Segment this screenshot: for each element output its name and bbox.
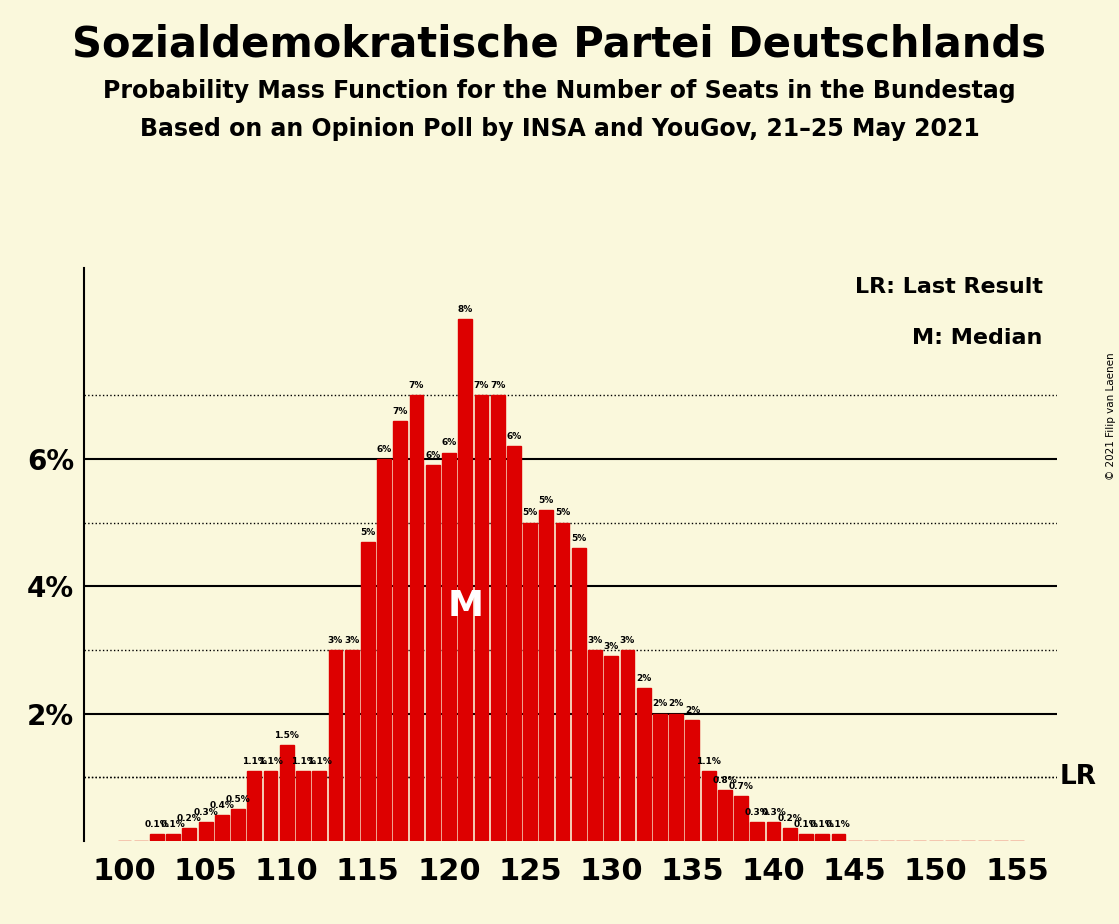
Text: 8%: 8%	[458, 305, 473, 314]
Bar	[653, 713, 667, 841]
Bar	[377, 459, 391, 841]
Text: 2%: 2%	[652, 699, 668, 709]
Bar	[442, 453, 455, 841]
Bar	[816, 834, 829, 841]
Text: LR: Last Result: LR: Last Result	[855, 276, 1043, 297]
Bar	[589, 650, 602, 841]
Bar	[459, 319, 472, 841]
Text: 0.5%: 0.5%	[226, 795, 251, 804]
Bar	[297, 771, 310, 841]
Bar	[799, 834, 812, 841]
Bar	[524, 523, 537, 841]
Text: 0.1%: 0.1%	[793, 821, 818, 830]
Bar	[621, 650, 634, 841]
Bar	[831, 834, 845, 841]
Text: 5%: 5%	[523, 508, 538, 517]
Text: 3%: 3%	[603, 642, 619, 651]
Bar	[491, 395, 505, 841]
Text: © 2021 Filip van Laenen: © 2021 Filip van Laenen	[1107, 352, 1116, 480]
Text: 0.2%: 0.2%	[177, 814, 201, 823]
Text: 7%: 7%	[393, 407, 408, 416]
Text: 6%: 6%	[376, 444, 392, 454]
Text: 0.3%: 0.3%	[194, 808, 218, 817]
Text: 0.1%: 0.1%	[144, 821, 169, 830]
Bar	[167, 834, 180, 841]
Text: 6%: 6%	[425, 451, 441, 460]
Text: 1.5%: 1.5%	[274, 731, 299, 740]
Text: 1.1%: 1.1%	[242, 757, 266, 766]
Text: Sozialdemokratische Partei Deutschlands: Sozialdemokratische Partei Deutschlands	[73, 23, 1046, 65]
Text: 2%: 2%	[668, 699, 684, 709]
Text: LR: LR	[1060, 764, 1097, 790]
Text: 3%: 3%	[620, 636, 636, 645]
Text: 3%: 3%	[344, 636, 359, 645]
Text: 1.1%: 1.1%	[307, 757, 331, 766]
Bar	[182, 828, 196, 841]
Text: Probability Mass Function for the Number of Seats in the Bundestag: Probability Mass Function for the Number…	[103, 79, 1016, 103]
Bar	[669, 713, 683, 841]
Bar	[539, 510, 553, 841]
Text: 1.1%: 1.1%	[696, 757, 721, 766]
Text: 5%: 5%	[555, 508, 571, 517]
Bar	[507, 446, 520, 841]
Text: 0.1%: 0.1%	[161, 821, 186, 830]
Text: 5%: 5%	[571, 534, 586, 543]
Text: 7%: 7%	[490, 382, 506, 390]
Bar	[329, 650, 342, 841]
Text: 0.7%: 0.7%	[728, 783, 753, 791]
Text: 6%: 6%	[441, 439, 457, 447]
Text: 2%: 2%	[636, 674, 651, 683]
Text: 3%: 3%	[587, 636, 603, 645]
Bar	[426, 466, 440, 841]
Bar	[734, 796, 747, 841]
Text: 0.1%: 0.1%	[810, 821, 835, 830]
Text: 5%: 5%	[360, 528, 376, 537]
Bar	[150, 834, 163, 841]
Bar	[361, 541, 375, 841]
Bar	[247, 771, 261, 841]
Text: 0.3%: 0.3%	[761, 808, 786, 817]
Bar	[474, 395, 488, 841]
Text: 7%: 7%	[408, 382, 424, 390]
Text: 0.2%: 0.2%	[778, 814, 802, 823]
Text: M: Median: M: Median	[912, 328, 1043, 348]
Text: 3%: 3%	[328, 636, 344, 645]
Bar	[312, 771, 326, 841]
Text: 1.1%: 1.1%	[258, 757, 283, 766]
Text: Based on an Opinion Poll by INSA and YouGov, 21–25 May 2021: Based on an Opinion Poll by INSA and You…	[140, 117, 979, 141]
Bar	[199, 821, 213, 841]
Bar	[556, 523, 570, 841]
Bar	[264, 771, 278, 841]
Bar	[280, 746, 293, 841]
Bar	[394, 420, 407, 841]
Text: M: M	[448, 589, 483, 623]
Bar	[783, 828, 797, 841]
Text: 5%: 5%	[538, 496, 554, 505]
Bar	[410, 395, 423, 841]
Bar	[767, 821, 780, 841]
Bar	[702, 771, 715, 841]
Bar	[604, 656, 618, 841]
Bar	[686, 720, 699, 841]
Text: 0.3%: 0.3%	[745, 808, 770, 817]
Text: 6%: 6%	[506, 432, 521, 441]
Text: 0.1%: 0.1%	[826, 821, 850, 830]
Bar	[232, 809, 245, 841]
Bar	[572, 548, 585, 841]
Text: 0.8%: 0.8%	[713, 776, 737, 784]
Text: 7%: 7%	[473, 382, 489, 390]
Text: 0.4%: 0.4%	[209, 801, 234, 810]
Bar	[751, 821, 764, 841]
Bar	[637, 688, 650, 841]
Text: 1.1%: 1.1%	[291, 757, 316, 766]
Bar	[345, 650, 358, 841]
Bar	[215, 815, 228, 841]
Bar	[718, 790, 732, 841]
Text: 2%: 2%	[685, 706, 700, 715]
